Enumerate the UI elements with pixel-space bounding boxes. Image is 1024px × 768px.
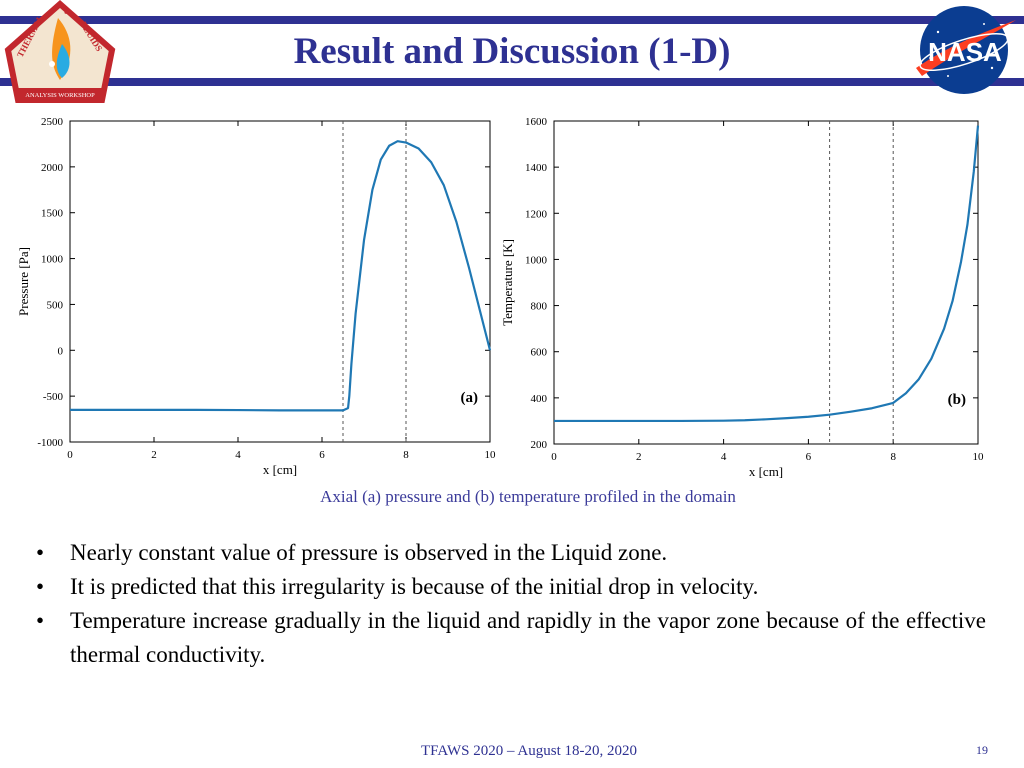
- y-tick-label: 1500: [41, 208, 64, 220]
- plot-frame: [553, 120, 979, 445]
- tfaws-logo-text-workshop: ANALYSIS WORKSHOP: [25, 92, 95, 99]
- x-tick-label: 0: [67, 449, 73, 461]
- page-number: 19: [976, 743, 988, 757]
- bullet-item: Nearly constant value of pressure is obs…: [36, 536, 986, 570]
- y-tick-label: 0: [58, 345, 64, 357]
- x-tick-label: 0: [551, 451, 557, 463]
- footer-text: TFAWS 2020 – August 18-20, 2020: [420, 743, 638, 759]
- y-tick-label: 200: [531, 439, 548, 451]
- y-tick-label: 500: [47, 299, 64, 311]
- x-tick-label: 8: [403, 449, 409, 461]
- nasa-logo-text: NASA: [928, 37, 1002, 67]
- header-bar-bottom: [0, 78, 1024, 86]
- header-bar-top: [0, 16, 1024, 24]
- panel-label: (b): [948, 392, 966, 408]
- x-tick-label: 2: [636, 451, 642, 463]
- temperature-chart-svg: 0 2 4 6 8 10 200 400 600 800 1000 1200 1400 1600 x [cm…: [500, 116, 985, 479]
- y-tick-label: -500: [43, 391, 64, 403]
- pressure-chart: 0 2 4 6 8 10 -1000 -500 0 500 1000 1500 2000 2500 x [c…: [14, 112, 504, 482]
- y-tick-label: 600: [531, 347, 548, 359]
- x-tick-label: 2: [151, 449, 157, 461]
- y-tick-label: 1000: [41, 254, 64, 266]
- nasa-logo: NASA: [908, 2, 1020, 98]
- plot-frame: [69, 120, 491, 443]
- series-line: [70, 140, 492, 412]
- bullet-list: Nearly constant value of pressure is obs…: [36, 536, 986, 672]
- panel-label: (a): [461, 390, 479, 406]
- x-axis-label: x [cm]: [263, 462, 297, 477]
- series-line: [554, 125, 980, 423]
- y-tick-label: 1200: [525, 208, 548, 220]
- y-tick-label: 400: [531, 393, 548, 405]
- y-tick-label: 1400: [525, 162, 548, 174]
- x-tick-label: 4: [235, 449, 241, 461]
- y-tick-label: 800: [531, 301, 548, 313]
- temperature-chart: 0 2 4 6 8 10 200 400 600 800 1000 1200 1400 1600 x [cm…: [500, 112, 1000, 484]
- figure-caption: Axial (a) pressure and (b) temperature p…: [320, 487, 736, 506]
- y-tick-label: 2500: [41, 116, 64, 128]
- x-tick-label: 10: [973, 451, 985, 463]
- y-tick-label: 1000: [525, 254, 548, 266]
- slide-title: Result and Discussion (1-D): [293, 31, 731, 72]
- y-axis-label: Pressure [Pa]: [16, 247, 31, 316]
- x-tick-label: 6: [319, 449, 325, 461]
- x-tick-label: 8: [890, 451, 896, 463]
- y-tick-label: 2000: [41, 162, 64, 174]
- bullet-item: Temperature increase gradually in the li…: [36, 604, 986, 672]
- tfaws-logo: THERMAL & FLUIDS ANALYSIS WORKSHOP: [2, 0, 118, 104]
- x-tick-label: 4: [721, 451, 727, 463]
- bullet-item: It is predicted that this irregularity i…: [36, 570, 986, 604]
- y-axis-label: Temperature [K]: [500, 239, 515, 326]
- x-tick-label: 10: [485, 449, 497, 461]
- y-tick-label: -1000: [37, 437, 63, 449]
- tfaws-logo-text-and: &: [64, 7, 71, 16]
- pressure-chart-svg: 0 2 4 6 8 10 -1000 -500 0 500 1000 1500 2000 2500 x [c…: [16, 116, 497, 477]
- x-tick-label: 6: [806, 451, 812, 463]
- y-tick-label: 1600: [525, 116, 548, 128]
- x-axis-label: x [cm]: [749, 464, 783, 479]
